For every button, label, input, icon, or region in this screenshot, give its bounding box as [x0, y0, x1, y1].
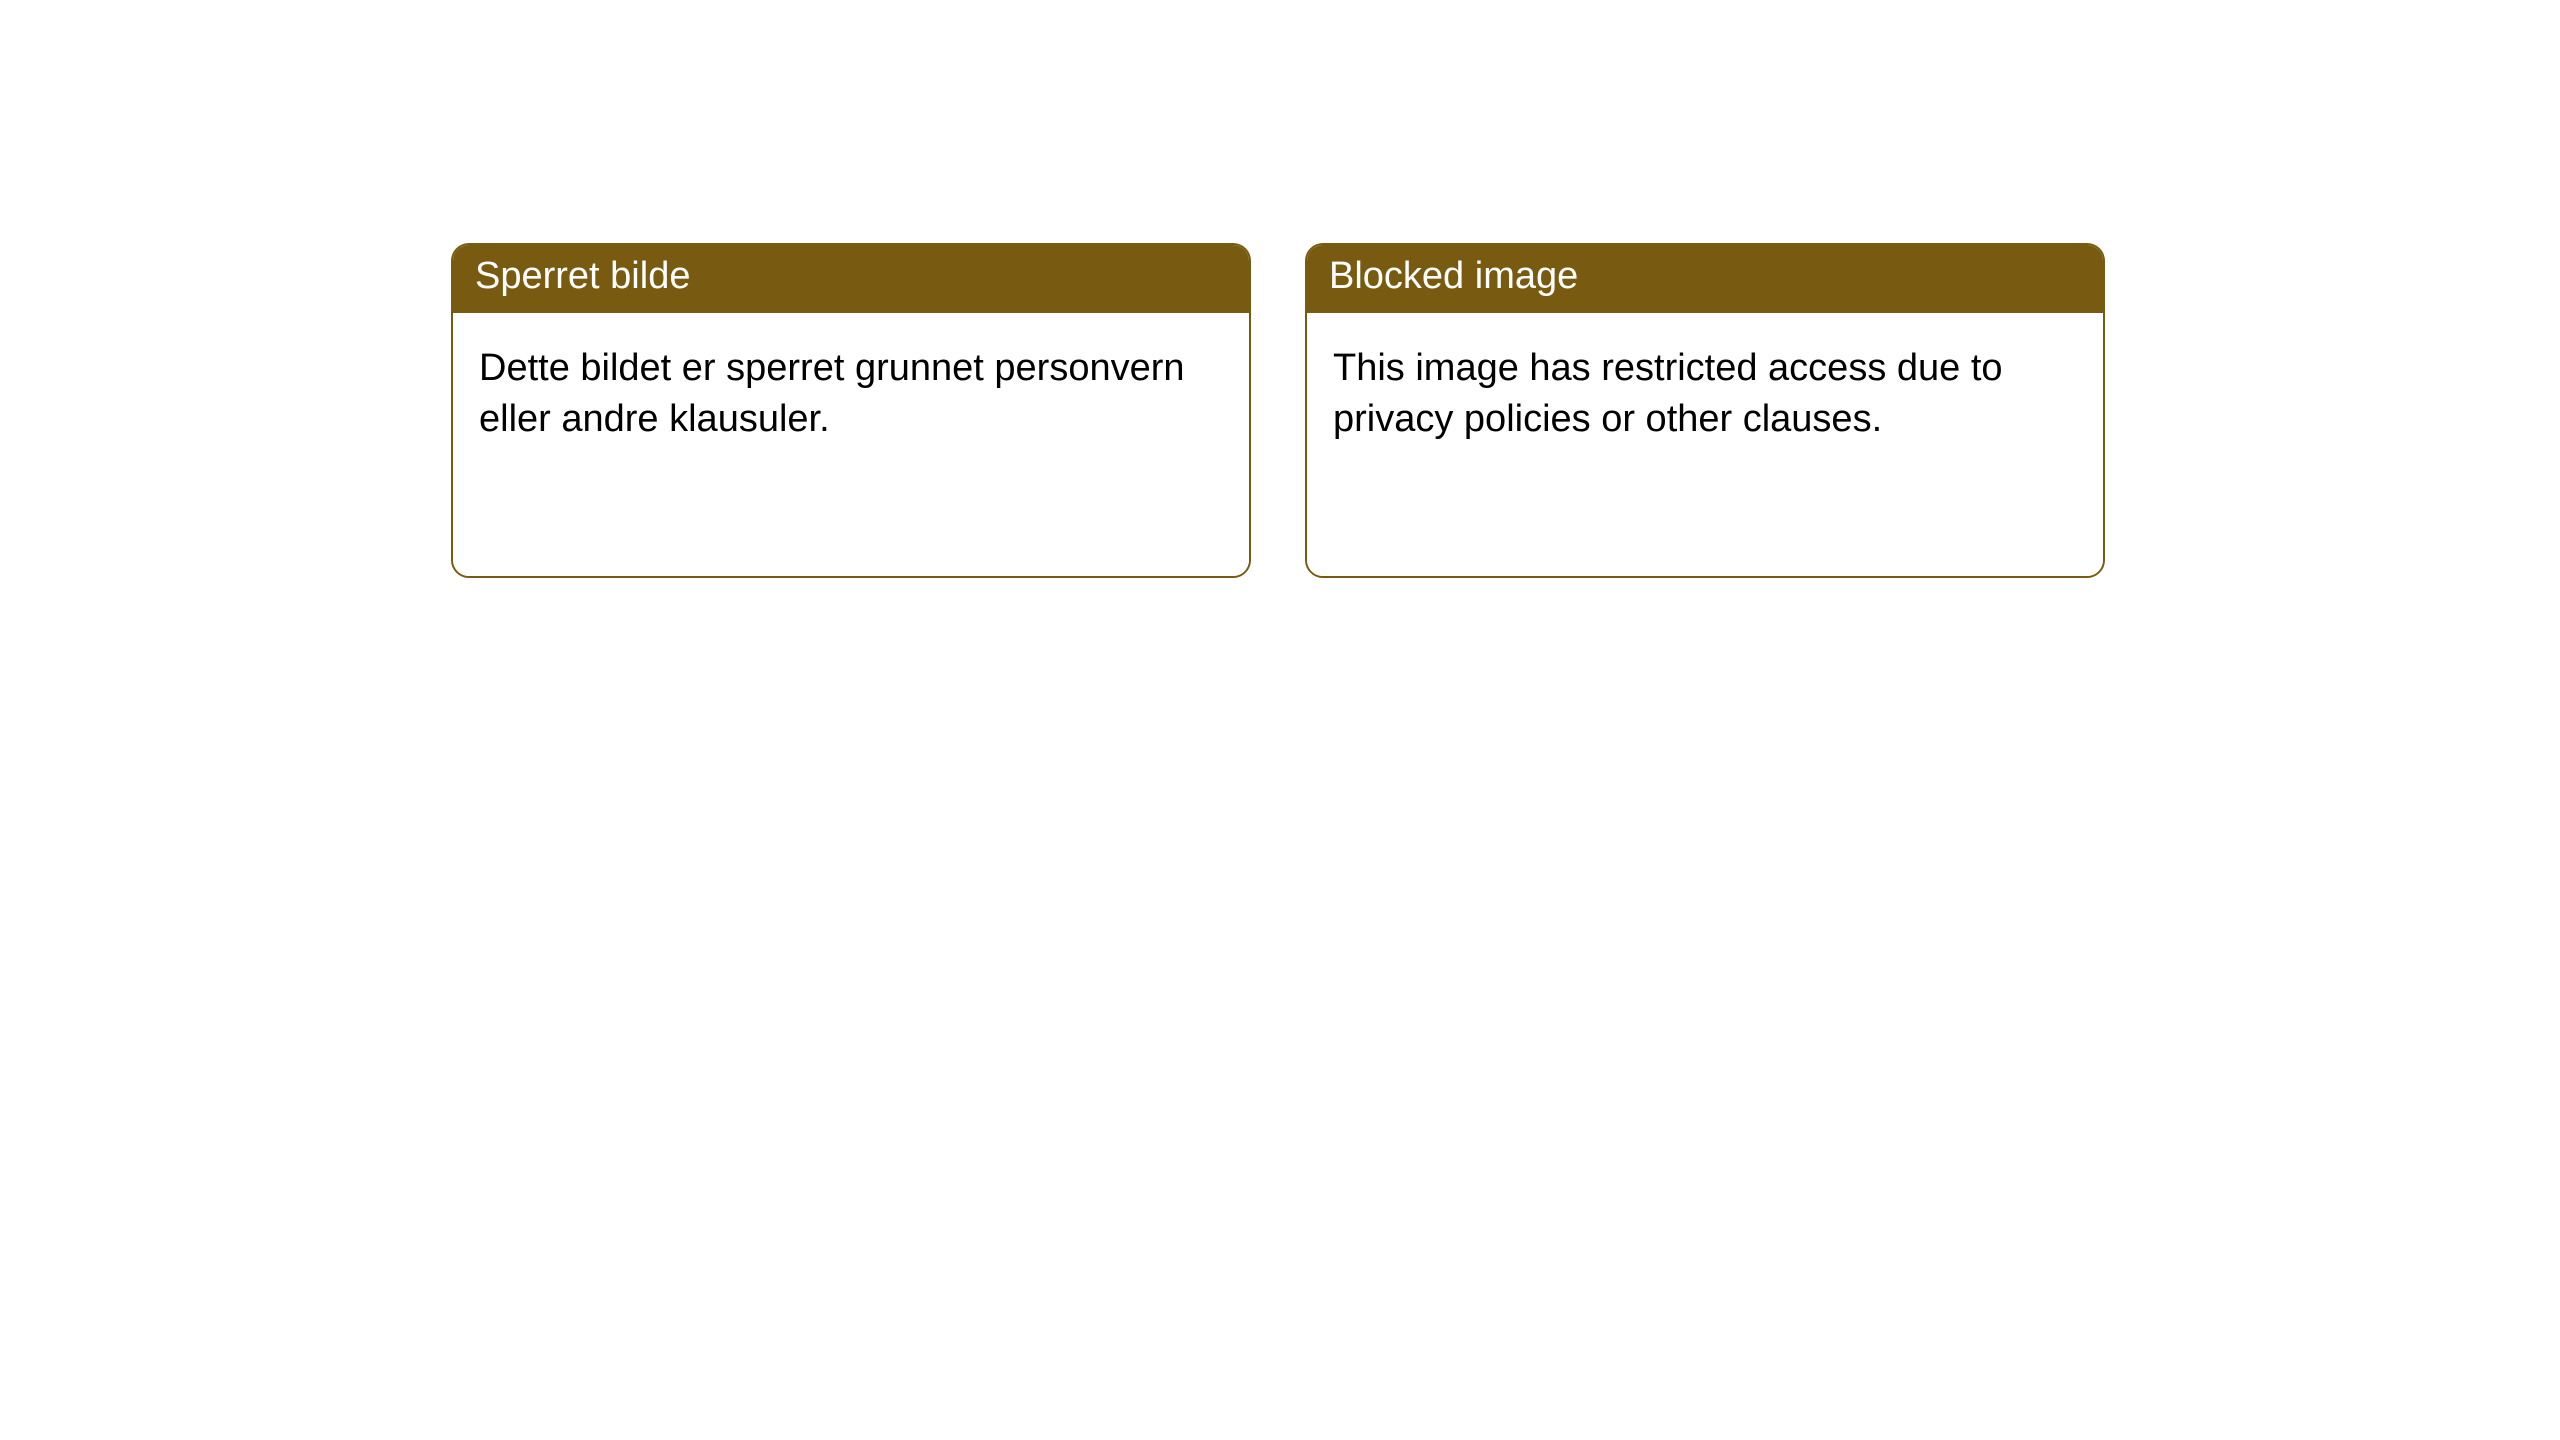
card-container: Sperret bilde Dette bildet er sperret gr… — [451, 243, 2105, 578]
card-header-text-en: Blocked image — [1329, 255, 1578, 297]
card-header-text-no: Sperret bilde — [475, 255, 690, 297]
blocked-image-card-en: Blocked image This image has restricted … — [1305, 243, 2105, 578]
card-body-text-en: This image has restricted access due to … — [1333, 343, 2077, 446]
card-header-no: Sperret bilde — [453, 245, 1249, 313]
blocked-image-card-no: Sperret bilde Dette bildet er sperret gr… — [451, 243, 1251, 578]
card-header-en: Blocked image — [1307, 245, 2103, 313]
card-body-text-no: Dette bildet er sperret grunnet personve… — [479, 343, 1223, 446]
card-body-no: Dette bildet er sperret grunnet personve… — [453, 313, 1249, 576]
card-body-en: This image has restricted access due to … — [1307, 313, 2103, 576]
